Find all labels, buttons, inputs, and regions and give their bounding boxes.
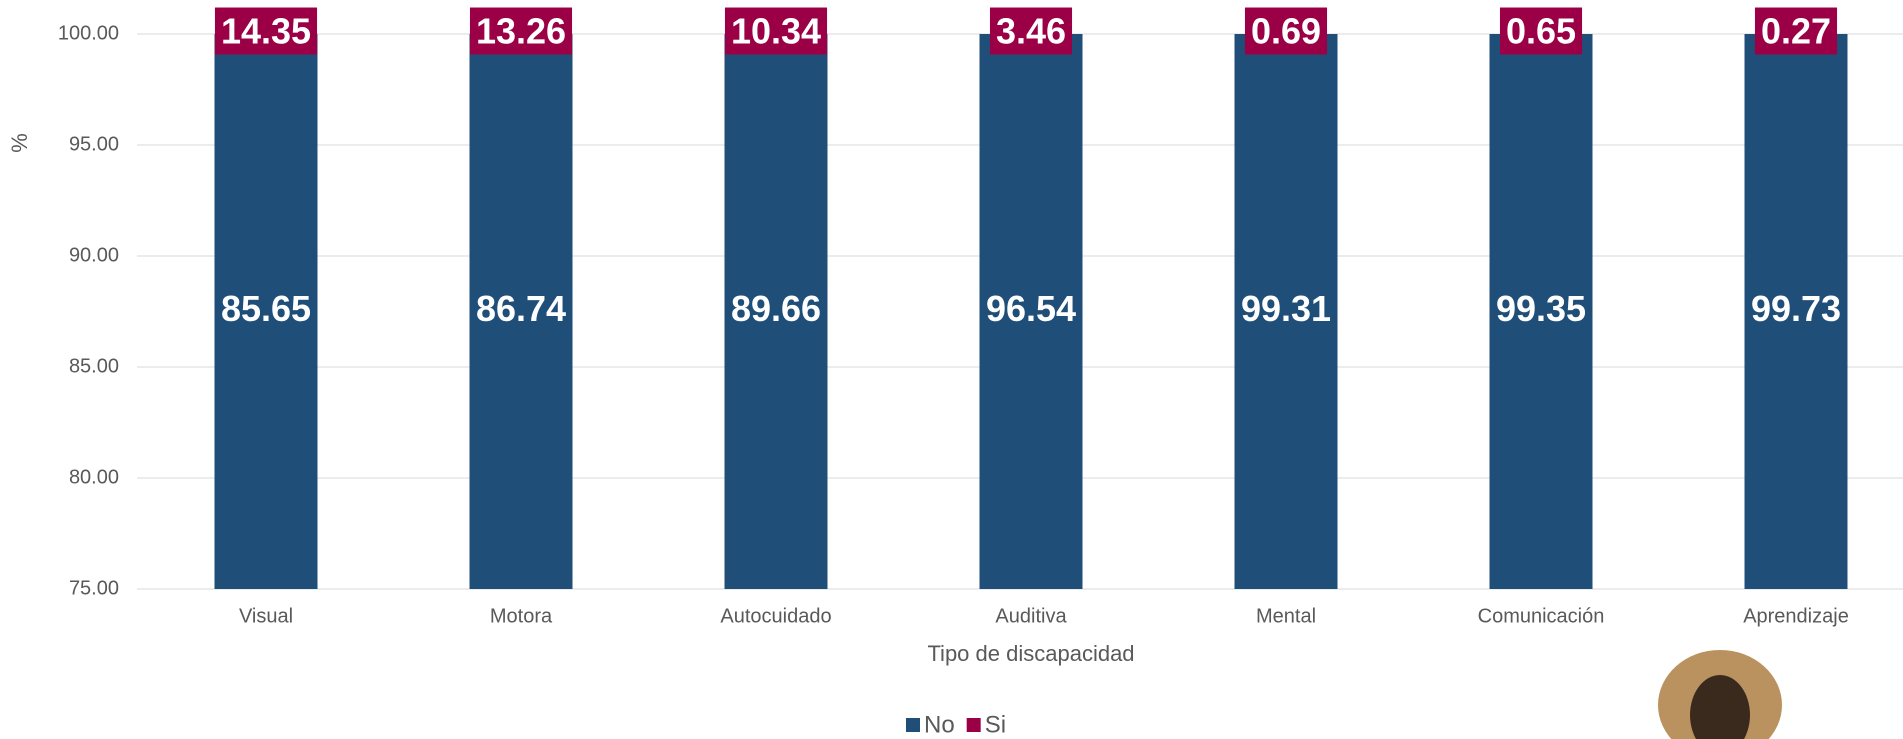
y-tick-label: 100.00 — [58, 22, 119, 44]
legend-swatch — [967, 718, 981, 732]
x-tick-label: Comunicación — [1478, 605, 1605, 627]
x-tick-label: Mental — [1256, 605, 1316, 627]
data-label: 99.73 — [1751, 288, 1841, 329]
legend-label: No — [924, 711, 955, 738]
data-label: 10.34 — [731, 11, 821, 52]
data-label: 14.35 — [221, 11, 311, 52]
x-tick-label: Motora — [490, 605, 553, 627]
data-label: 86.74 — [476, 288, 566, 329]
x-axis-title: Tipo de discapacidad — [927, 641, 1134, 666]
x-tick-label: Aprendizaje — [1743, 605, 1849, 627]
x-tick-label: Auditiva — [995, 605, 1067, 627]
data-label: 0.27 — [1761, 11, 1831, 52]
legend-swatch — [906, 718, 920, 732]
x-tick-label: Autocuidado — [720, 605, 831, 627]
y-tick-label: 95.00 — [69, 133, 119, 155]
data-label: 96.54 — [986, 288, 1076, 329]
y-tick-label: 75.00 — [69, 577, 119, 599]
x-tick-label: Visual — [239, 605, 293, 627]
y-axis-title: % — [7, 133, 32, 153]
legend-label: Si — [985, 711, 1006, 738]
data-label: 89.66 — [731, 288, 821, 329]
data-label: 99.31 — [1241, 288, 1331, 329]
data-label: 13.26 — [476, 11, 566, 52]
data-label: 0.69 — [1251, 11, 1321, 52]
data-label: 85.65 — [221, 288, 311, 329]
y-tick-label: 80.00 — [69, 466, 119, 488]
data-label: 99.35 — [1496, 288, 1586, 329]
y-tick-label: 90.00 — [69, 244, 119, 266]
data-label: 3.46 — [996, 11, 1066, 52]
y-tick-label: 85.00 — [69, 355, 119, 377]
logo — [1658, 650, 1782, 739]
data-label: 0.65 — [1506, 11, 1576, 52]
chart: Tipo de discapacidad % 75.00 80.00 85.00 90… — [0, 0, 1903, 739]
